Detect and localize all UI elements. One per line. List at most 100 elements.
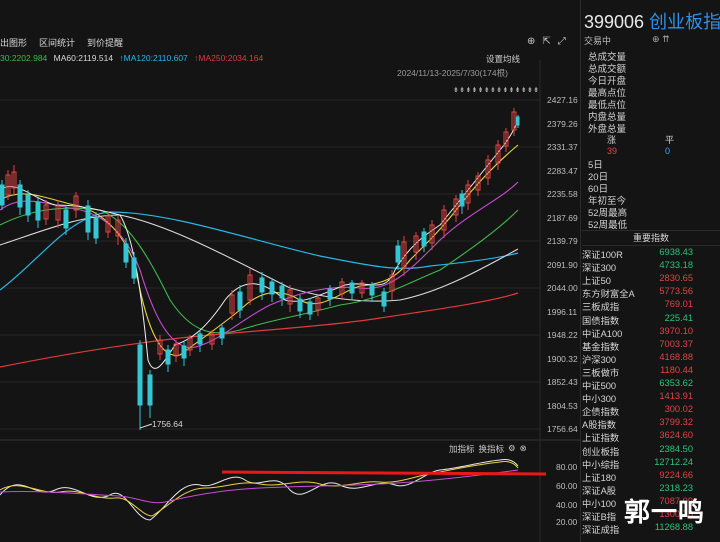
flat-count-value: 0 [665,146,671,156]
index-name[interactable]: A股指数 [582,420,617,430]
stock-title: 399006 创业板指 [584,8,720,34]
index-value: 5773.56 [659,286,693,296]
index-name[interactable]: 三板做市 [582,368,620,378]
indicator-toolbar: 加指标 换指标 ⚙ ⊗ [449,443,527,455]
ma10-line [0,144,519,356]
add-icon[interactable]: ⊕ [652,34,660,44]
index-name[interactable]: 上证180 [582,473,617,483]
period-20d: 20日 [588,172,609,183]
y-axis-label: 1948.22 [547,330,578,340]
period-5d: 5日 [588,160,603,171]
y-axis-label: 2091.90 [547,260,578,270]
index-value: 1180.44 [660,365,693,375]
index-name[interactable]: 深证成指 [582,525,620,535]
index-value: 9224.66 [659,470,693,480]
index-value: 2384.50 [659,444,693,454]
index-name[interactable]: 深证100R [582,250,623,260]
period-60d: 60日 [588,184,609,195]
y-axis-label: 1756.64 [547,424,578,434]
index-value: 769.01 [664,299,693,309]
chart-toolbar: 出图形 区间统计 到价提醒 [0,36,123,50]
draw-shapes-button[interactable]: 出图形 [0,38,28,48]
stat-total-volume: 总成交量 [588,52,627,63]
index-name[interactable]: 深证A股 [582,486,617,496]
chart-toolbar-icons: ⊕ ⇱ ⤢ [527,36,566,47]
settings-circle-icon[interactable]: ⊕ [527,36,536,47]
index-name[interactable]: 沪深300 [582,355,617,365]
index-value: 3970.10 [659,326,693,336]
expand-icon[interactable]: ⤢ [557,36,566,47]
period-ytd: 年初至今 [588,196,627,207]
indicator-y-label: 80.00 [556,462,578,472]
ma-settings-button[interactable]: 设置均线 [486,54,521,64]
collapse-icon[interactable]: ⇱ [542,36,551,47]
y-axis-label: 1996.11 [547,307,578,317]
y-axis-label: 2044.00 [547,283,578,293]
index-value: 12712.24 [654,457,693,467]
index-value: 6353.62 [659,378,693,388]
y-axis-label: 1804.53 [547,401,578,411]
indices-header[interactable]: 重要指数 [582,230,720,246]
index-value: 2830.65 [659,273,693,283]
ma30-value: 30:2202.984 [0,53,48,63]
index-value: 225.41 [664,313,693,323]
stock-code: 399006 [584,12,645,32]
index-name[interactable]: 中小综指 [582,460,620,470]
y-axis-label: 2427.16 [547,95,578,105]
y-axis-label: 2235.58 [547,189,578,199]
add-indicator-button[interactable]: 加指标 [449,444,475,454]
up-count-value: 39 [607,146,618,156]
index-name[interactable]: 深证B指 [582,512,617,522]
index-name[interactable]: 深证300 [582,263,617,273]
low-point-label: 1756.64 [152,419,183,429]
index-value: 1413.91 [659,391,693,401]
close-icon[interactable]: ⊗ [519,443,527,453]
index-value: 1300.78 [659,509,693,519]
indicator-y-label: 20.00 [556,517,578,527]
index-value: 4168.88 [659,352,693,362]
stock-name: 创业板指 [649,12,720,32]
gear-icon[interactable]: ⚙ [508,443,516,453]
date-range: 2024/11/13-2025/7/30(174根) [397,68,508,78]
candles [0,108,520,430]
ma60-value: MA60:2119.514 [53,53,114,63]
index-name[interactable]: 中小100 [582,499,617,509]
ma120-value: ↑MA120:2110.607 [119,53,188,63]
range-stats-button[interactable]: 区间统计 [39,38,76,48]
price-alert-button[interactable]: 到价提醒 [87,38,124,48]
collapse-up-icon[interactable]: ⇈ [662,34,670,44]
index-name[interactable]: 中证500 [582,381,617,391]
y-axis-label: 1900.32 [547,354,578,364]
period-52w-high: 52周最高 [588,208,628,219]
index-name[interactable]: 上证50 [582,276,611,286]
kline-chart-area[interactable]: 出图形 区间统计 到价提醒 ⊕ ⇱ ⤢ 30:2202.984 MA60:211… [0,0,580,542]
y-axis-label: 2139.79 [547,236,578,246]
indicator-line-magenta [0,469,519,504]
kline-chart[interactable] [0,0,580,542]
y-axis-label: 2283.47 [547,166,578,176]
ma120-line [0,211,519,291]
index-value: 6938.43 [659,247,693,257]
index-name[interactable]: 企债指数 [582,407,620,417]
annotation-red-line [221,470,547,476]
trading-status: 交易中 [584,36,612,46]
index-name[interactable]: 创业板指 [582,447,620,457]
index-name[interactable]: 三板成指 [582,302,620,312]
indicator-y-label: 40.00 [556,500,578,510]
y-axis-label: 2187.69 [547,213,578,223]
index-name[interactable]: 中证A100 [582,329,623,339]
index-name[interactable]: 国债指数 [582,316,620,326]
stat-outer-volume: 外盘总量 [588,124,627,135]
index-value: 7087.09 [659,496,693,506]
ma30-line [0,207,519,334]
index-name[interactable]: 基金指数 [582,342,620,352]
index-value: 4733.18 [659,260,693,270]
up-count-label: 涨 [607,135,617,145]
index-name[interactable]: 中小300 [582,394,617,404]
index-name[interactable]: 东方财富全A [582,289,635,299]
ma250-value: ↑MA250:2034.164 [194,53,264,63]
y-axis-label: 1852.43 [547,377,578,387]
indicator-line-white [0,459,519,521]
index-name[interactable]: 上证指数 [582,433,620,443]
switch-indicator-button[interactable]: 换指标 [478,444,505,454]
